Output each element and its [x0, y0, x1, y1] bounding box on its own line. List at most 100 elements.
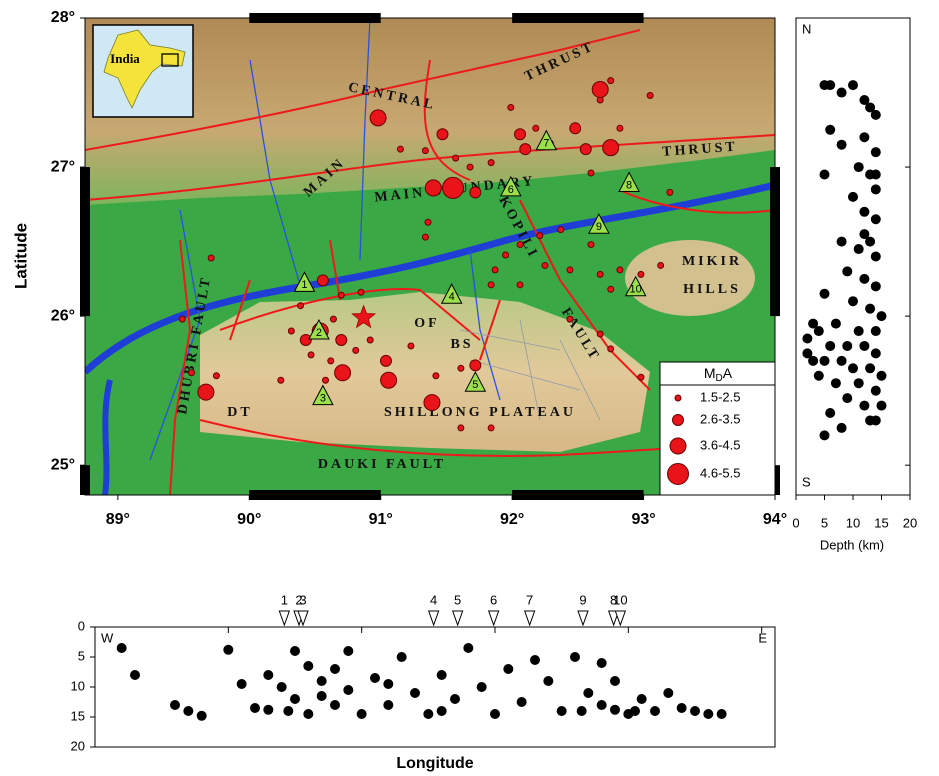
hypocenter [859, 132, 869, 142]
earthquake [443, 177, 464, 198]
hypocenter [871, 184, 881, 194]
hypocenter [848, 363, 858, 373]
hypocenter [690, 706, 700, 716]
earthquake [558, 227, 564, 233]
border-band [512, 13, 643, 23]
hypocenter [423, 709, 433, 719]
earthquake [588, 170, 594, 176]
earthquake [338, 292, 344, 298]
y-tick-label: 27° [51, 158, 75, 175]
legend-label: 3.6-4.5 [700, 437, 740, 452]
map-annotation: SHILLONG PLATEAU [384, 405, 576, 420]
hypocenter [263, 670, 273, 680]
earthquake [380, 355, 391, 366]
station-marker [489, 611, 499, 625]
station-label: 4 [449, 291, 455, 303]
earthquake [298, 303, 304, 309]
earthquake [278, 377, 284, 383]
hypocenter [303, 661, 313, 671]
earthquake [515, 129, 526, 140]
hypocenter [825, 408, 835, 418]
hypocenter [802, 348, 812, 358]
earthquake [370, 110, 386, 126]
legend-title-part: M [704, 365, 716, 381]
x-tick-label: 5 [821, 515, 828, 530]
hypocenter [490, 709, 500, 719]
corner-label: E [758, 630, 767, 645]
x-axis-label: Depth (km) [820, 537, 884, 552]
hypocenter [130, 670, 140, 680]
hypocenter [802, 333, 812, 343]
hypocenter [859, 207, 869, 217]
earthquake [433, 373, 439, 379]
x-tick-label: 89° [106, 511, 130, 528]
hypocenter [814, 326, 824, 336]
station-label: 3 [299, 592, 306, 607]
hypocenter [517, 697, 527, 707]
legend-marker [673, 415, 684, 426]
hypocenter [437, 670, 447, 680]
earthquake [208, 255, 214, 261]
earthquake [453, 155, 459, 161]
hypocenter [383, 679, 393, 689]
hypocenter [397, 652, 407, 662]
earthquake [603, 140, 619, 156]
station-marker [279, 611, 289, 625]
earthquake [353, 347, 359, 353]
x-tick-label: 94° [763, 511, 787, 528]
hypocenter [290, 646, 300, 656]
x-tick-label: 91° [369, 511, 393, 528]
station-label: 7 [526, 592, 533, 607]
y-tick-label: 15 [71, 708, 85, 723]
station-marker [453, 611, 463, 625]
station-label: 7 [543, 138, 549, 150]
y-tick-label: 28° [51, 9, 75, 26]
earthquake [667, 189, 673, 195]
hypocenter [530, 655, 540, 665]
hypocenter [277, 682, 287, 692]
y-tick-label: 10 [71, 678, 85, 693]
hypocenter [477, 682, 487, 692]
hypocenter [557, 706, 567, 716]
earthquake [608, 346, 614, 352]
y-tick-label: 20 [71, 738, 85, 753]
hypocenter [871, 281, 881, 291]
earthquake [330, 316, 336, 322]
hypocenter [877, 401, 887, 411]
hypocenter [859, 401, 869, 411]
earthquake [367, 337, 373, 343]
x-tick-label: 0 [792, 515, 799, 530]
hypocenter [837, 237, 847, 247]
station-marker [429, 611, 439, 625]
hypocenter [303, 709, 313, 719]
hypocenter [343, 646, 353, 656]
hypocenter [831, 319, 841, 329]
hypocenter [848, 296, 858, 306]
hypocenter [650, 706, 660, 716]
earthquake [492, 267, 498, 273]
earthquake [470, 360, 481, 371]
earthquake [608, 286, 614, 292]
hypocenter [570, 652, 580, 662]
hypocenter [357, 709, 367, 719]
station-label: 1 [281, 592, 288, 607]
earthquake [537, 233, 543, 239]
hypocenter [837, 423, 847, 433]
hypocenter [820, 430, 830, 440]
hypocenter [842, 341, 852, 351]
hypocenter [330, 664, 340, 674]
map-annotation: MIKIR [682, 254, 742, 269]
legend-marker [668, 464, 689, 485]
figure: India Latitude Depth (km) Longitude 89°9… [0, 0, 939, 776]
hypocenter [237, 679, 247, 689]
hypocenter [837, 140, 847, 150]
earthquake [570, 123, 581, 134]
station-label: 3 [320, 393, 326, 405]
earthquake [358, 289, 364, 295]
hypocenter [854, 162, 864, 172]
earthquake [458, 365, 464, 371]
hypocenter [859, 229, 869, 239]
hypocenter [865, 363, 875, 373]
station-label: 10 [630, 284, 642, 296]
station-label: 4 [430, 592, 437, 607]
